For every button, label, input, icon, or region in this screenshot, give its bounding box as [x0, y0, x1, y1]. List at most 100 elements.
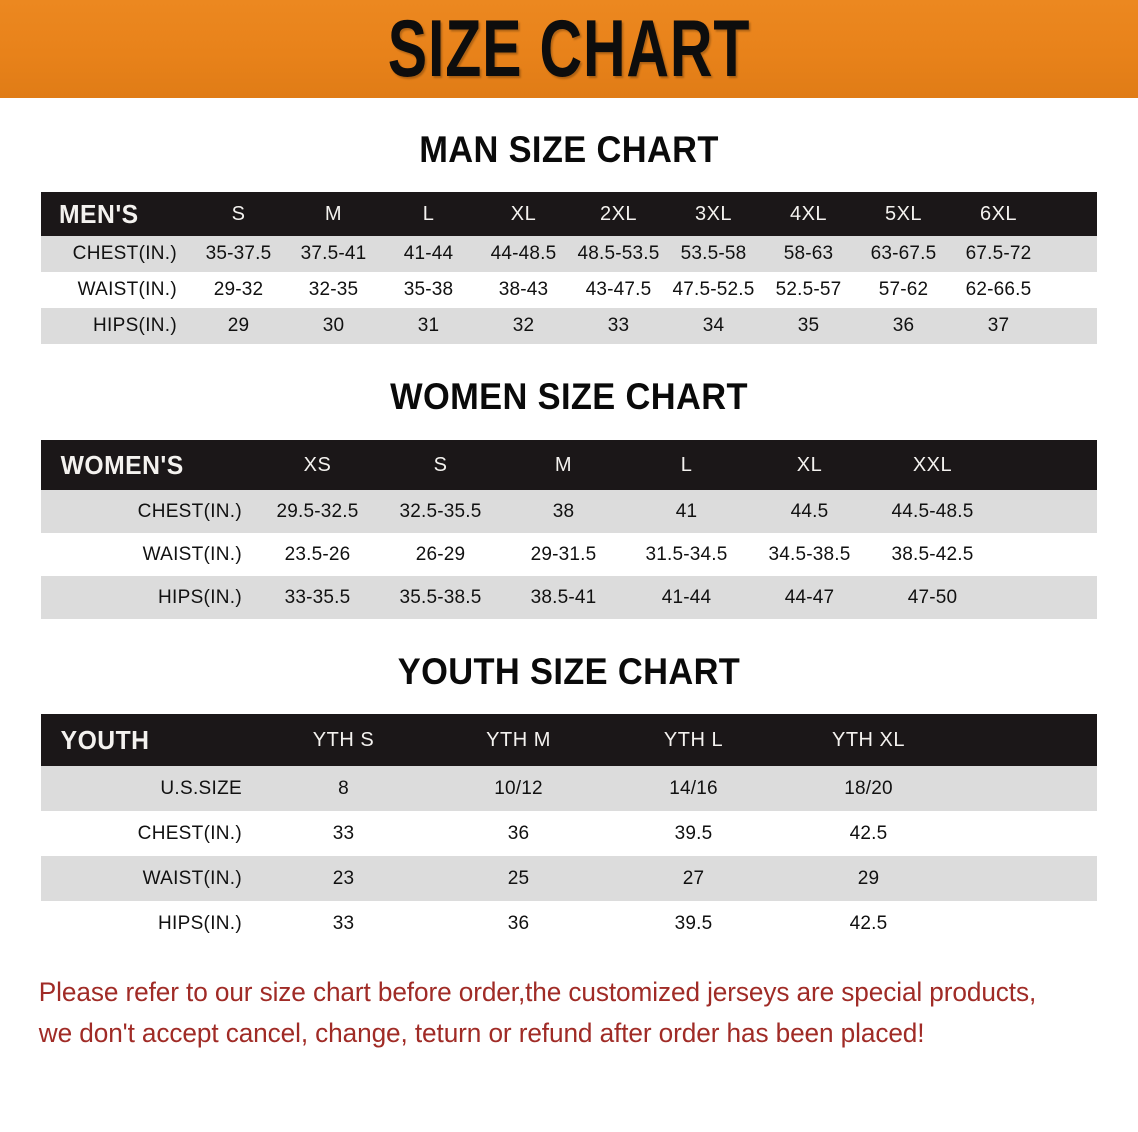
women-cell: 29-31.5	[502, 533, 625, 576]
women-table-header-row: WOMEN'S XS S M L XL XXL	[41, 440, 1097, 490]
men-cell: 32-35	[286, 272, 381, 308]
men-cell: 47.5-52.5	[666, 272, 761, 308]
men-cell: 63-67.5	[856, 236, 951, 272]
men-cell: 34	[666, 308, 761, 344]
men-table-wrap: MEN'S S M L XL 2XL 3XL 4XL 5XL 6XL CHEST(IN.) 35-3…	[41, 192, 1097, 344]
youth-cell: 33	[256, 901, 431, 946]
men-cell: 35-37.5	[191, 236, 286, 272]
women-header-label: WOMEN'S	[60, 449, 184, 480]
youth-row-label: U.S.SIZE	[41, 766, 256, 811]
women-cell: 44-47	[748, 576, 871, 619]
men-cell: 35-38	[381, 272, 476, 308]
men-size-column-4: XL	[510, 202, 537, 225]
youth-cell: 36	[431, 901, 606, 946]
women-cell: 38	[502, 490, 625, 533]
men-cell: 67.5-72	[951, 236, 1046, 272]
men-cell: 44-48.5	[476, 236, 571, 272]
men-cell: 58-63	[761, 236, 856, 272]
disclaimer-note: Please refer to our size chart before or…	[0, 972, 1104, 1054]
youth-cell: 27	[606, 856, 781, 901]
men-row-label: HIPS(IN.)	[41, 308, 191, 344]
men-cell: 33	[571, 308, 666, 344]
youth-cell: 14/16	[606, 766, 781, 811]
women-table-row: CHEST(IN.) 29.5-32.5 32.5-35.5 38 41 44.5 44.5…	[41, 490, 1097, 533]
youth-size-column-2: YTH M	[486, 728, 551, 751]
men-cell: 48.5-53.5	[571, 236, 666, 272]
youth-cell: 42.5	[781, 901, 956, 946]
youth-cell: 18/20	[781, 766, 956, 811]
women-row-label: WAIST(IN.)	[41, 533, 256, 576]
youth-cell: 39.5	[606, 811, 781, 856]
men-size-column-9: 6XL	[979, 202, 1018, 225]
youth-row-label: CHEST(IN.)	[41, 811, 256, 856]
youth-section: YOUTH SIZE CHART YOUTH YTH S YTH M YTH L YTH…	[0, 653, 1138, 946]
women-header-spacer	[994, 440, 1097, 490]
men-row-label: WAIST(IN.)	[41, 272, 191, 308]
men-cell: 32	[476, 308, 571, 344]
youth-size-column-4: YTH XL	[831, 728, 906, 751]
women-cell: 23.5-26	[256, 533, 379, 576]
women-cell: 34.5-38.5	[748, 533, 871, 576]
women-table-row: HIPS(IN.) 33-35.5 35.5-38.5 38.5-41 41-44 44-…	[41, 576, 1097, 619]
women-cell: 41	[625, 490, 748, 533]
disclaimer-line-2: we don't accept cancel, change, teturn o…	[38, 1018, 925, 1049]
women-cell: 35.5-38.5	[379, 576, 502, 619]
women-size-column-4: L	[680, 453, 693, 476]
youth-table-wrap: YOUTH YTH S YTH M YTH L YTH XL U.S.SIZE 8 10/1…	[41, 714, 1097, 946]
youth-cell: 25	[431, 856, 606, 901]
youth-row-label: WAIST(IN.)	[41, 856, 256, 901]
men-cell: 30	[286, 308, 381, 344]
women-cell: 38.5-41	[502, 576, 625, 619]
women-size-column-6: XXL	[912, 453, 953, 476]
disclaimer-line-1: Please refer to our size chart before or…	[38, 977, 1037, 1007]
youth-row-spacer	[956, 901, 1097, 946]
youth-table-header-row: YOUTH YTH S YTH M YTH L YTH XL	[41, 714, 1097, 766]
men-row-label: CHEST(IN.)	[41, 236, 191, 272]
men-cell: 38-43	[476, 272, 571, 308]
men-cell: 43-47.5	[571, 272, 666, 308]
women-cell: 44.5	[748, 490, 871, 533]
women-row-spacer	[994, 533, 1097, 576]
men-row-spacer	[1046, 236, 1097, 272]
men-row-spacer	[1046, 308, 1097, 344]
women-cell: 29.5-32.5	[256, 490, 379, 533]
men-table-row: HIPS(IN.) 29 30 31 32 33 34 35 36 37	[41, 308, 1097, 344]
youth-section-title: YOUTH SIZE CHART	[397, 651, 741, 692]
women-cell: 33-35.5	[256, 576, 379, 619]
men-header-label: MEN'S	[59, 198, 139, 229]
men-cell: 52.5-57	[761, 272, 856, 308]
men-size-column-5: 2XL	[599, 202, 638, 225]
youth-size-column-1: YTH S	[312, 728, 375, 751]
men-table-row: WAIST(IN.) 29-32 32-35 35-38 38-43 43-47.5 47.…	[41, 272, 1097, 308]
youth-row-spacer	[956, 811, 1097, 856]
page-title: SIZE CHART	[387, 4, 751, 94]
men-cell: 29-32	[191, 272, 286, 308]
youth-cell: 33	[256, 811, 431, 856]
men-size-column-7: 4XL	[789, 202, 828, 225]
youth-table-row: CHEST(IN.) 33 36 39.5 42.5	[41, 811, 1097, 856]
youth-cell: 23	[256, 856, 431, 901]
women-cell: 26-29	[379, 533, 502, 576]
men-size-column-3: L	[422, 202, 435, 225]
men-section: MAN SIZE CHART MEN'S S M L XL 2XL 3XL 4XL 5XL 6XL…	[0, 131, 1138, 344]
youth-size-table: YOUTH YTH S YTH M YTH L YTH XL U.S.SIZE 8 10/1…	[41, 714, 1097, 946]
youth-size-column-3: YTH L	[663, 728, 724, 751]
youth-cell: 39.5	[606, 901, 781, 946]
men-cell: 37.5-41	[286, 236, 381, 272]
women-size-column-2: S	[433, 453, 448, 476]
women-table-wrap: WOMEN'S XS S M L XL XXL CHEST(IN.) 29.5-32.5 32.…	[41, 440, 1097, 619]
youth-cell: 10/12	[431, 766, 606, 811]
men-cell: 29	[191, 308, 286, 344]
women-size-column-1: XS	[303, 453, 332, 476]
men-header-spacer	[1046, 192, 1097, 236]
youth-row-spacer	[956, 856, 1097, 901]
youth-row-spacer	[956, 766, 1097, 811]
men-size-column-8: 5XL	[884, 202, 923, 225]
women-size-table: WOMEN'S XS S M L XL XXL CHEST(IN.) 29.5-32.5 32.…	[41, 440, 1097, 619]
women-section-title: WOMEN SIZE CHART	[390, 376, 748, 417]
men-cell: 35	[761, 308, 856, 344]
women-cell: 41-44	[625, 576, 748, 619]
women-cell: 44.5-48.5	[871, 490, 994, 533]
page-banner: SIZE CHART	[0, 0, 1138, 98]
men-cell: 53.5-58	[666, 236, 761, 272]
